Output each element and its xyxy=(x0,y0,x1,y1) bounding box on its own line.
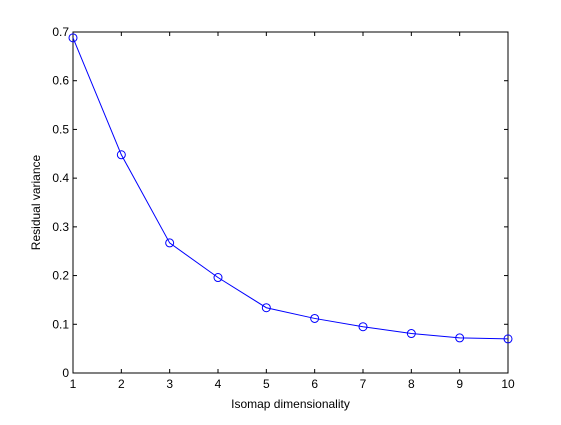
y-axis-ticks: 0 0.1 0.2 0.3 0.4 0.5 0.6 0.7 xyxy=(52,25,508,380)
data-point-4 xyxy=(213,273,223,283)
data-point-3 xyxy=(165,238,175,248)
data-point-5 xyxy=(261,303,271,313)
y-axis-label: Residual variance xyxy=(29,154,43,250)
x-tick-label: 1 xyxy=(70,377,77,391)
y-tick-label: 0.2 xyxy=(52,269,69,283)
x-tick-label: 5 xyxy=(263,377,270,391)
y-tick-label: 0.7 xyxy=(52,25,69,39)
x-axis-ticks: 1 2 3 4 5 6 7 8 9 10 xyxy=(70,32,515,391)
y-tick-label: 0.3 xyxy=(52,220,69,234)
series-line xyxy=(72,37,509,340)
x-tick-label: 4 xyxy=(215,377,222,391)
y-tick-label: 0.6 xyxy=(52,74,69,88)
y-tick-label: 0.4 xyxy=(52,171,69,185)
x-tick-label: 8 xyxy=(408,377,415,391)
data-point-1 xyxy=(68,33,78,43)
series-layer xyxy=(68,33,513,344)
x-tick-label: 6 xyxy=(311,377,318,391)
data-point-7 xyxy=(358,322,368,332)
y-tick-label: 0 xyxy=(62,366,69,380)
x-tick-label: 7 xyxy=(360,377,367,391)
x-tick-label: 2 xyxy=(118,377,125,391)
data-point-9 xyxy=(455,333,465,343)
data-point-10 xyxy=(503,334,513,344)
data-point-6 xyxy=(310,313,320,323)
x-tick-label: 10 xyxy=(501,377,515,391)
x-tick-label: 9 xyxy=(456,377,463,391)
y-tick-label: 0.1 xyxy=(52,317,69,331)
x-axis-label: Isomap dimensionality xyxy=(231,397,350,411)
x-tick-label: 3 xyxy=(166,377,173,391)
y-tick-label: 0.5 xyxy=(52,122,69,136)
data-point-2 xyxy=(116,150,126,160)
plot-area xyxy=(72,31,509,374)
data-point-8 xyxy=(406,329,416,339)
